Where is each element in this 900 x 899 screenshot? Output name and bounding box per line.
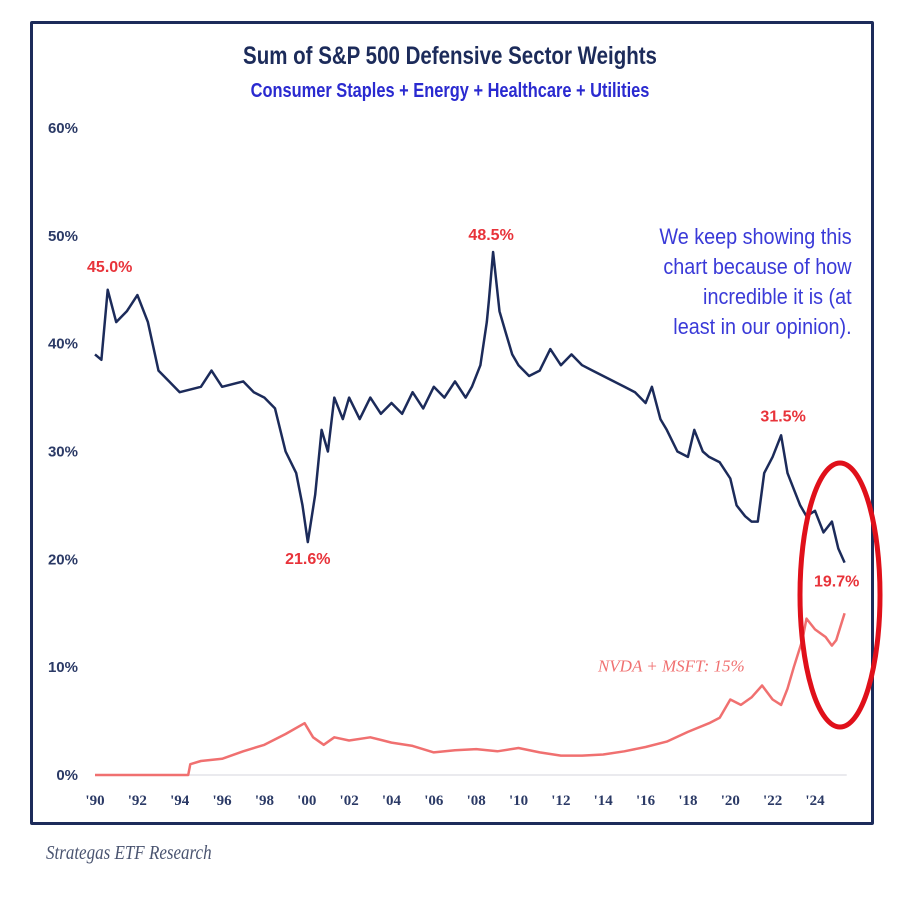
x-tick-label: '90 bbox=[85, 793, 104, 809]
x-tick-label: '92 bbox=[128, 793, 147, 809]
x-tick-label: '02 bbox=[340, 793, 359, 809]
data-label: 45.0% bbox=[87, 259, 132, 276]
x-tick-label: '18 bbox=[678, 793, 697, 809]
defensive-weights-line bbox=[94, 250, 846, 564]
commentary-note: We keep showing this chart because of ho… bbox=[660, 222, 852, 342]
y-tick-label: 60% bbox=[48, 120, 78, 137]
data-label: 48.5% bbox=[468, 227, 513, 244]
chart-title: Sum of S&P 500 Defensive Sector Weights bbox=[243, 42, 657, 70]
x-tick-label: '06 bbox=[424, 793, 444, 809]
data-label: 31.5% bbox=[760, 408, 805, 425]
x-tick-label: '04 bbox=[382, 793, 402, 809]
data-label: 21.6% bbox=[285, 551, 330, 568]
nvda-msft-line bbox=[95, 612, 846, 777]
x-tick-label: '22 bbox=[763, 793, 782, 809]
x-tick-label: '08 bbox=[467, 793, 486, 809]
y-tick-label: 40% bbox=[48, 336, 78, 353]
highlight-ellipse bbox=[797, 460, 883, 730]
x-tick-label: '12 bbox=[551, 793, 570, 809]
y-tick-label: 20% bbox=[48, 551, 78, 568]
y-tick-label: 50% bbox=[48, 228, 78, 245]
note-line: We keep showing this bbox=[659, 224, 852, 249]
data-label: 19.7% bbox=[814, 574, 859, 591]
chart-frame bbox=[30, 21, 874, 825]
x-tick-label: '14 bbox=[594, 793, 614, 809]
x-tick-label: '98 bbox=[255, 793, 274, 809]
source-footer: Strategas ETF Research bbox=[46, 842, 212, 864]
x-tick-label: '96 bbox=[212, 793, 232, 809]
y-tick-label: 0% bbox=[56, 767, 78, 784]
note-line: incredible it is (at bbox=[703, 284, 852, 309]
y-tick-label: 30% bbox=[48, 444, 78, 461]
x-tick-label: '00 bbox=[297, 793, 316, 809]
data-label: NVDA + MSFT: 15% bbox=[597, 656, 745, 675]
y-tick-label: 10% bbox=[48, 659, 78, 676]
note-line: least in our opinion). bbox=[673, 314, 852, 339]
chart-subtitle: Consumer Staples + Energy + Healthcare +… bbox=[250, 80, 650, 102]
note-line: chart because of how bbox=[663, 254, 852, 279]
x-tick-label: '16 bbox=[636, 793, 656, 809]
x-tick-label: '20 bbox=[721, 793, 740, 809]
x-tick-label: '24 bbox=[805, 793, 825, 809]
x-tick-label: '94 bbox=[170, 793, 190, 809]
x-tick-label: '10 bbox=[509, 793, 528, 809]
